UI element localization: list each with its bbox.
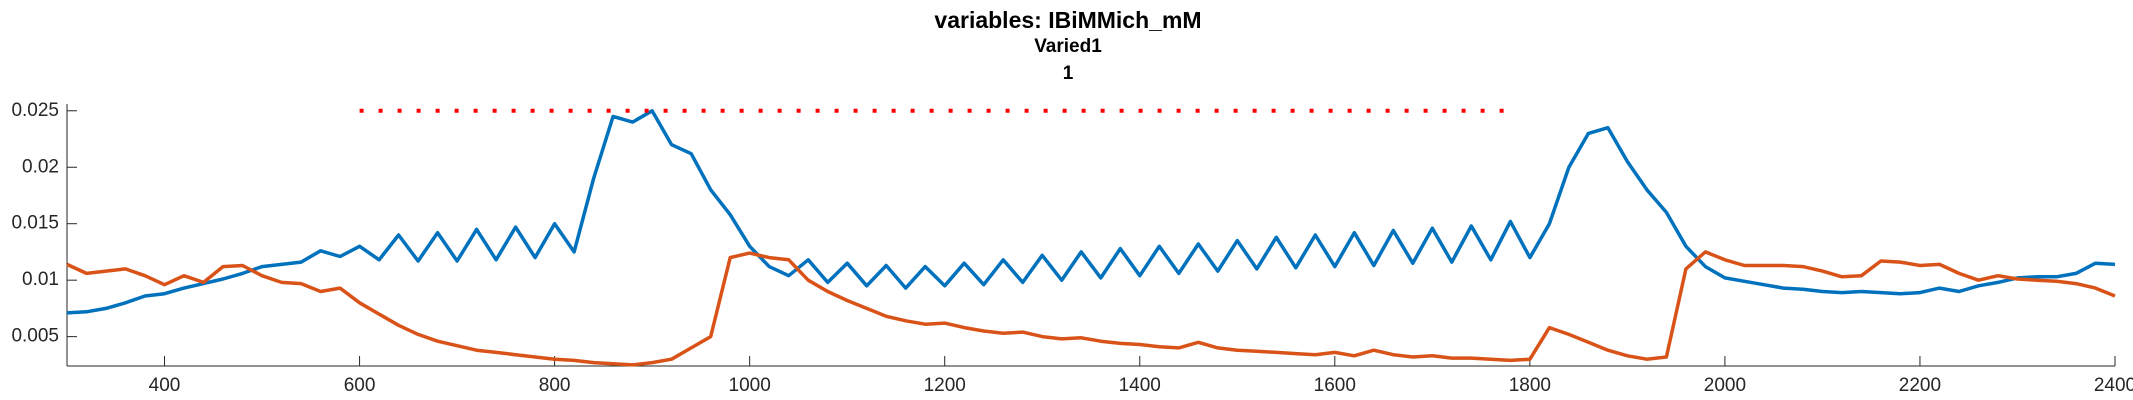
y-tick-label: 0.02 bbox=[22, 156, 59, 177]
chart-subtitle: 1 bbox=[1063, 63, 1074, 84]
x-tick-label: 1600 bbox=[1314, 375, 1356, 396]
x-tick-label: 2200 bbox=[1899, 375, 1941, 396]
x-tick-label: 1200 bbox=[924, 375, 966, 396]
y-tick-label: 0.025 bbox=[11, 100, 59, 121]
x-tick-label: 600 bbox=[344, 375, 376, 396]
x-tick-label: 1800 bbox=[1509, 375, 1551, 396]
chart-title: variables: IBiMMich_mM bbox=[934, 7, 1201, 33]
y-tick-label: 0.005 bbox=[11, 326, 59, 347]
x-tick-label: 800 bbox=[539, 375, 571, 396]
x-tick-label: 2400 bbox=[2094, 375, 2133, 396]
x-tick-label: 1000 bbox=[729, 375, 771, 396]
x-tick-label: 2000 bbox=[1704, 375, 1746, 396]
series-line bbox=[66, 109, 2116, 315]
chart-subtitle: Varied1 bbox=[1034, 36, 1102, 57]
y-tick-label: 0.015 bbox=[11, 213, 59, 234]
x-tick-label: 400 bbox=[149, 375, 181, 396]
y-tick-label: 0.01 bbox=[22, 269, 59, 290]
series-line bbox=[66, 250, 2116, 367]
x-tick-label: 1400 bbox=[1119, 375, 1161, 396]
